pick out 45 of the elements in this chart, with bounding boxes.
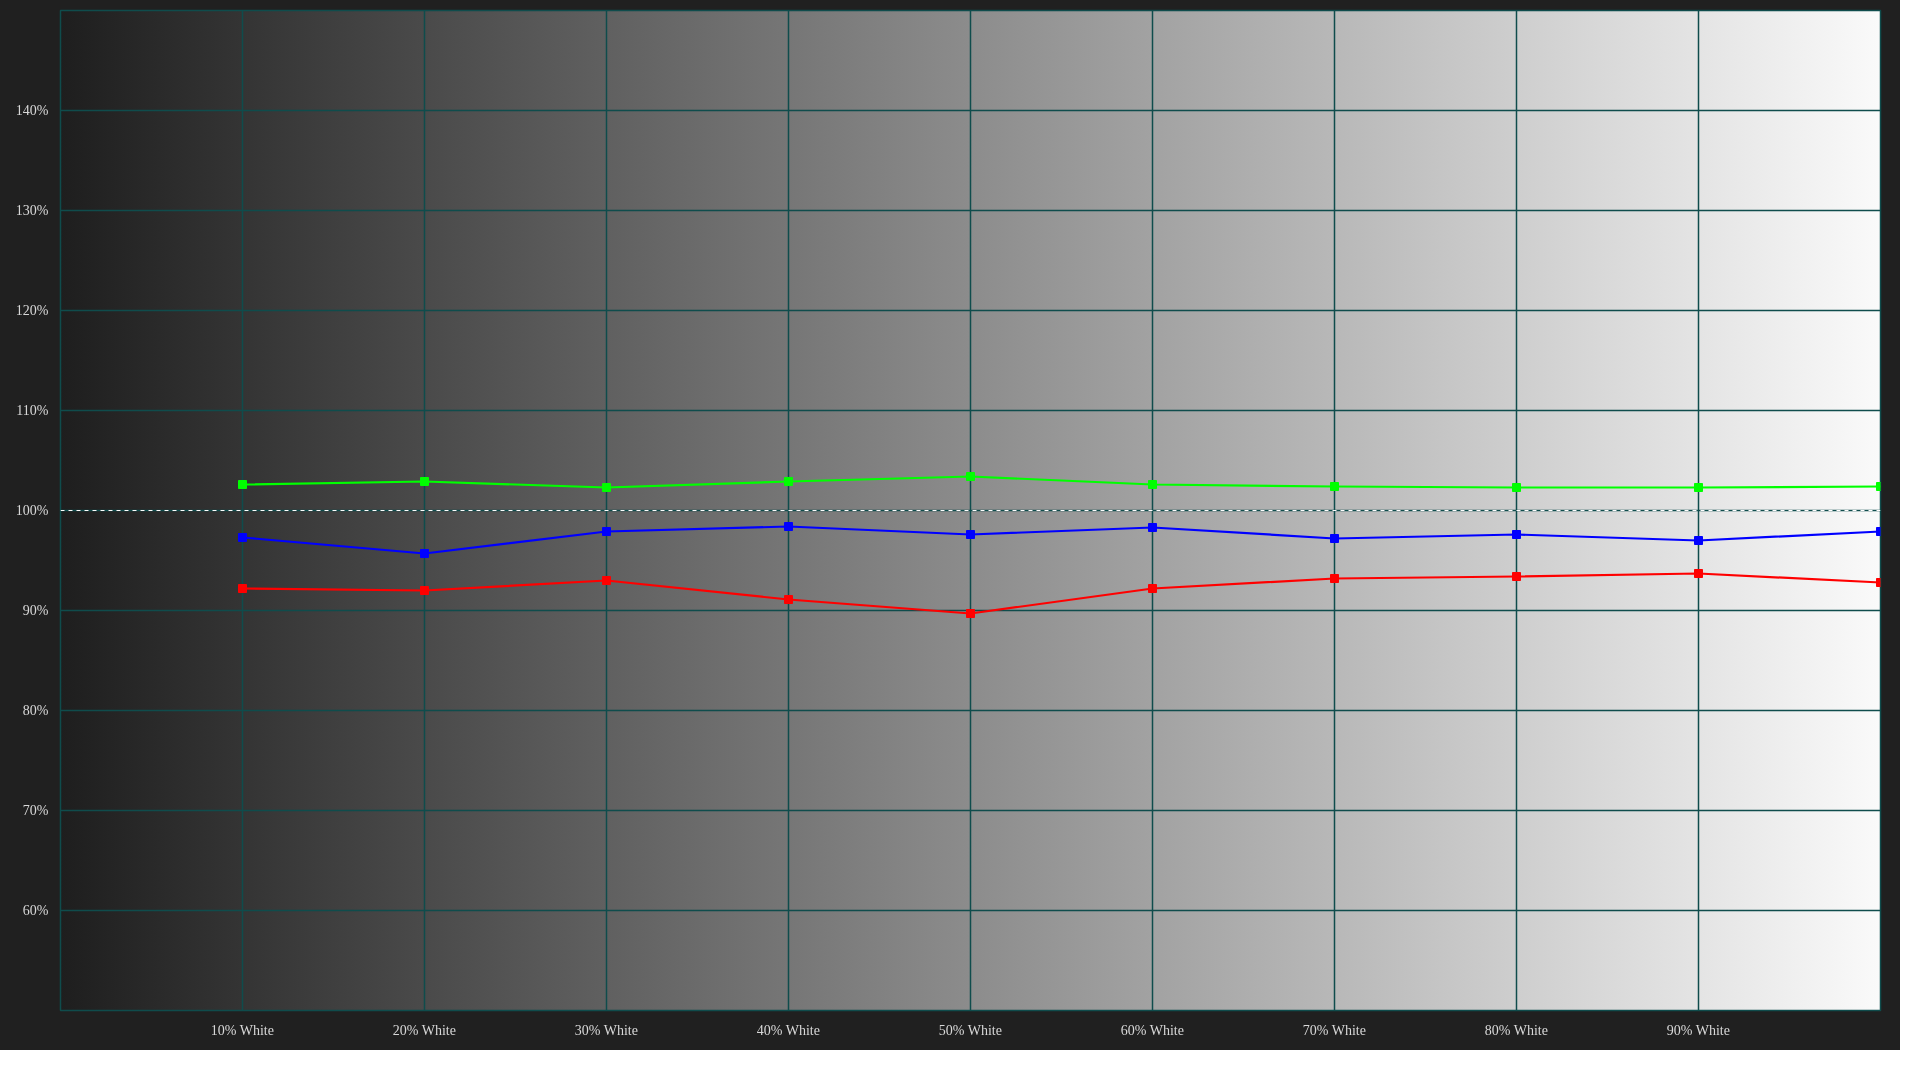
point xyxy=(1512,530,1521,539)
point xyxy=(1148,480,1157,489)
point xyxy=(1330,534,1339,543)
x-tick-label: 20% White xyxy=(392,1022,456,1038)
point xyxy=(420,586,429,595)
x-tick-label: 70% White xyxy=(1302,1022,1366,1038)
point xyxy=(784,522,793,531)
x-tick-label: 50% White xyxy=(938,1022,1002,1038)
x-tick-label: 40% White xyxy=(756,1022,820,1038)
y-tick-label: 80% xyxy=(22,703,49,718)
point xyxy=(602,483,611,492)
point xyxy=(784,477,793,486)
point xyxy=(602,576,611,585)
point xyxy=(602,527,611,536)
y-tick-label: 120% xyxy=(15,303,49,318)
y-tick-label: 140% xyxy=(15,103,49,118)
point xyxy=(1694,483,1703,492)
x-tick-label: 90% White xyxy=(1666,1022,1730,1038)
point xyxy=(238,480,247,489)
point xyxy=(1694,536,1703,545)
point xyxy=(966,530,975,539)
point xyxy=(238,584,247,593)
point xyxy=(784,595,793,604)
point xyxy=(1512,483,1521,492)
point xyxy=(238,533,247,542)
point xyxy=(1148,584,1157,593)
point xyxy=(1512,572,1521,581)
point xyxy=(966,472,975,481)
y-tick-label: 70% xyxy=(22,803,49,818)
point xyxy=(1330,574,1339,583)
x-tick-label: 60% White xyxy=(1120,1022,1184,1038)
point xyxy=(1148,523,1157,532)
x-tick-label: 30% White xyxy=(574,1022,638,1038)
y-tick-label: 60% xyxy=(22,903,49,918)
point xyxy=(966,609,975,618)
point xyxy=(1330,482,1339,491)
point xyxy=(420,549,429,558)
y-tick-label: 130% xyxy=(15,203,49,218)
x-tick-label: 10% White xyxy=(210,1022,274,1038)
point xyxy=(420,477,429,486)
point xyxy=(1694,569,1703,578)
y-tick-label: 110% xyxy=(16,403,49,418)
y-tick-label: 90% xyxy=(22,603,49,618)
x-tick-label: 80% White xyxy=(1484,1022,1548,1038)
y-tick-label: 100% xyxy=(15,503,49,518)
